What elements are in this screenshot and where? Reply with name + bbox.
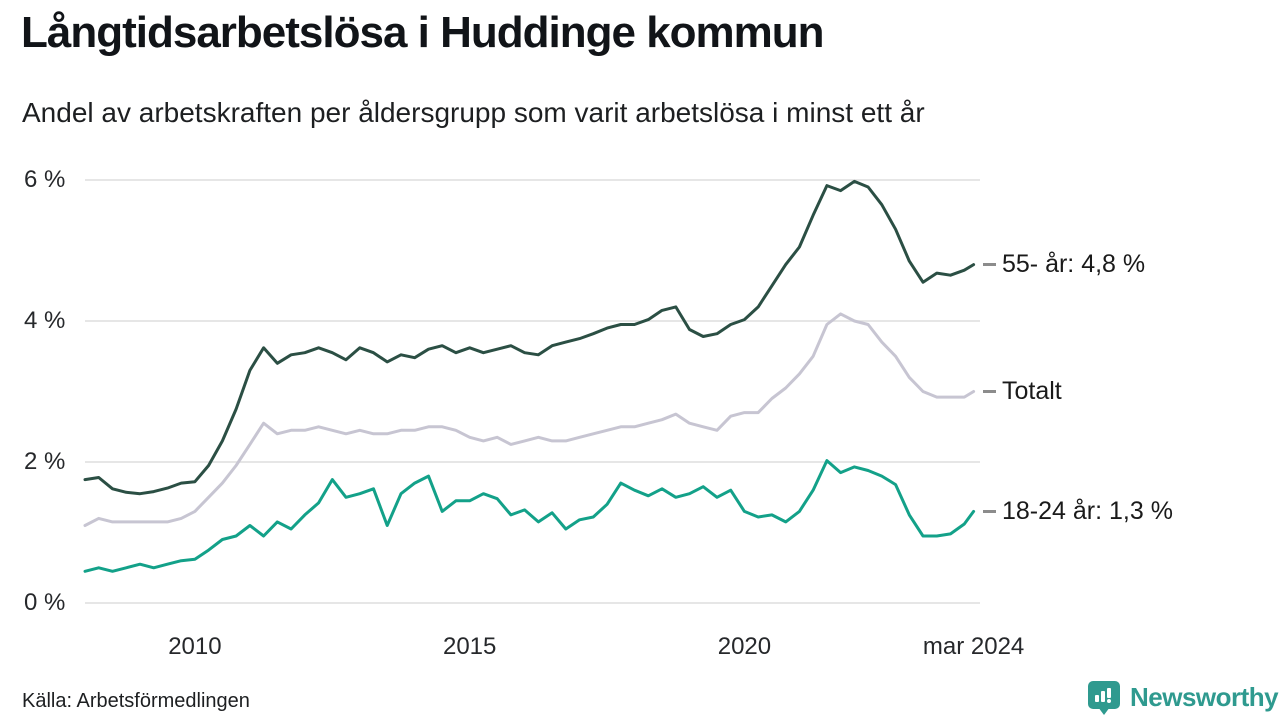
x-tick-label-2015: 2015 [442,633,497,660]
x-tick-label-2010: 2010 [168,633,222,660]
series-end-label-55-ar: 55- år: 4,8 % [983,248,1145,282]
newsworthy-logo[interactable]: Newsworthy [1085,678,1279,716]
series-end-label-text: 55- år: 4,8 % [1002,250,1146,279]
source-note: Källa: Arbetsförmedlingen [22,690,250,712]
x-tick-label-2020: 2020 [717,633,772,660]
series-end-label-18-24-ar: 18-24 år: 1,3 % [983,494,1173,528]
y-tick-label-4: 4 % [24,307,66,334]
x-tick-label-mar-2024: mar 2024 [922,633,1025,660]
newsworthy-wordmark: Newsworthy [1130,681,1279,712]
label-tick-dash [983,263,996,267]
y-tick-label-6: 6 % [24,166,66,193]
series-line-18-24-ar [83,459,976,573]
y-tick-label-2: 2 % [24,448,66,475]
series-end-label-text: Totalt [1002,377,1062,405]
label-tick-dash [983,509,996,513]
series-end-label-totalt: Totalt [983,375,1062,409]
series-line-55-ar [83,179,976,496]
chart-subtitle: Andel av arbetskraften per åldersgrupp s… [22,97,925,128]
y-tick-label-0: 0 % [24,589,66,616]
chart-title: Långtidsarbetslösa i Huddinge kommun [21,8,825,57]
label-tick-dash [983,390,996,393]
newsworthy-icon [1088,681,1120,715]
series-end-label-text: 18-24 år: 1,3 % [1002,496,1173,525]
series-line-totalt [83,312,976,527]
